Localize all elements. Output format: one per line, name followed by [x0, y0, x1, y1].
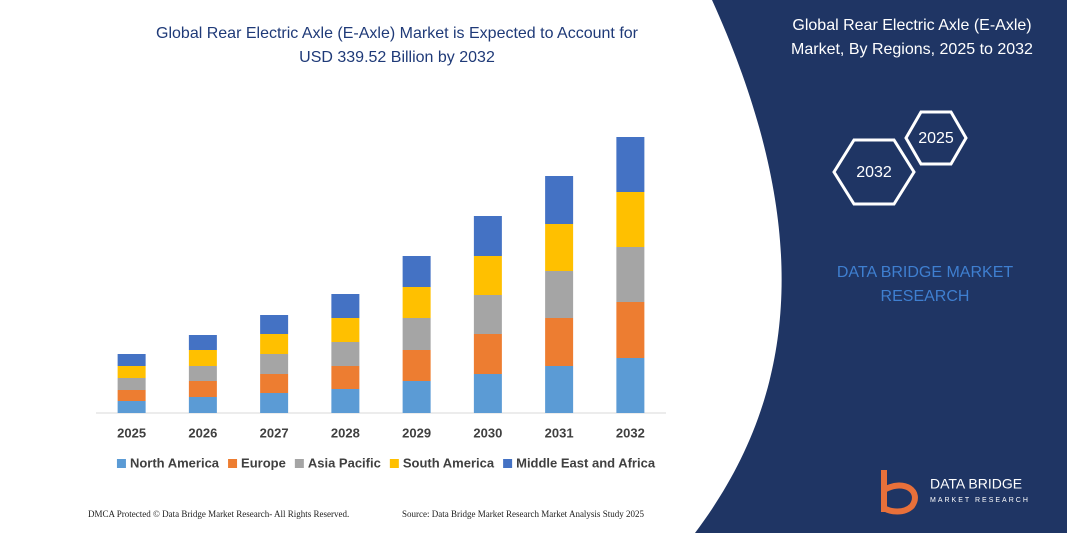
bar-segment: [402, 381, 431, 413]
bar-segment: [473, 334, 502, 374]
bar-segment: [545, 176, 574, 224]
x-tick-label: 2025: [117, 425, 146, 440]
legend-label: North America: [130, 455, 220, 470]
bar-segment: [616, 302, 645, 358]
legend-label: Middle East and Africa: [516, 455, 656, 470]
hex-label: 2025: [918, 130, 954, 147]
bar-segment: [331, 366, 360, 389]
legend-marker: [294, 459, 304, 468]
bar-segment: [616, 192, 645, 247]
bar-segment: [188, 350, 217, 366]
bar-segment: [188, 397, 217, 413]
legend-marker: [503, 459, 513, 468]
footer-text: DMCA Protected © Data Bridge Market Rese…: [88, 509, 349, 519]
bar-segment: [473, 256, 502, 295]
bar-segment: [402, 287, 431, 318]
bar-segment: [545, 271, 574, 318]
legend-marker: [116, 459, 126, 468]
bar-segment: [188, 335, 217, 350]
bar-segment: [545, 318, 574, 366]
legend-label: Europe: [241, 455, 286, 470]
bar-segment: [260, 334, 289, 354]
bar-segment: [117, 366, 146, 378]
logo-tagline: MARKET RESEARCH: [930, 497, 1030, 504]
logo-mark: [881, 470, 918, 515]
bar-segment: [117, 390, 146, 401]
side-panel: [695, 0, 1067, 533]
bar-segment: [402, 256, 431, 287]
hexagon: [832, 138, 916, 206]
hex-label: 2032: [856, 164, 892, 181]
panel-title: Market, By Regions, 2025 to 2032: [791, 41, 1033, 58]
x-tick-label: 2030: [473, 425, 502, 440]
legend-marker: [389, 459, 399, 468]
legend-marker: [228, 459, 238, 468]
bar-segment: [188, 366, 217, 381]
bar-segment: [260, 393, 289, 413]
bar-segment: [616, 247, 645, 302]
bar-segment: [331, 318, 360, 342]
bar-segment: [473, 295, 502, 334]
x-tick-label: 2026: [188, 425, 217, 440]
bar-segment: [331, 294, 360, 318]
bar-segment: [473, 374, 502, 413]
bar-segment: [545, 366, 574, 413]
bar-segment: [545, 224, 574, 271]
chart-title-line: Global Rear Electric Axle (E-Axle) Marke…: [156, 25, 639, 66]
x-tick-label: 2029: [402, 425, 431, 440]
bar-segment: [117, 354, 146, 366]
bar-segment: [260, 354, 289, 374]
bar-segment: [402, 318, 431, 350]
bar-segment: [616, 358, 645, 413]
bar-segment: [402, 350, 431, 381]
legend-label: Asia Pacific: [308, 455, 381, 470]
panel-title: Global Rear Electric Axle (E-Axle): [792, 17, 1031, 34]
bar-segment: [473, 216, 502, 256]
bar-segment: [117, 378, 146, 390]
logo-name: DATA BRIDGE: [930, 476, 1022, 492]
brand-text: RESEARCH: [881, 288, 970, 305]
bar-segment: [616, 137, 645, 192]
bar-segment: [331, 342, 360, 366]
bar-segment: [188, 381, 217, 397]
x-tick-label: 2027: [260, 425, 289, 440]
bar-segment: [260, 315, 289, 334]
bar-segment: [117, 401, 146, 413]
legend-label: South America: [403, 455, 495, 470]
brand-text: DATA BRIDGE MARKET: [837, 264, 1014, 281]
hexagon: [904, 110, 968, 166]
footer-text: Source: Data Bridge Market Research Mark…: [402, 509, 644, 519]
x-tick-label: 2032: [616, 425, 645, 440]
bar-segment: [331, 389, 360, 413]
x-tick-label: 2031: [545, 425, 574, 440]
x-tick-label: 2028: [331, 425, 360, 440]
bar-segment: [260, 374, 289, 393]
